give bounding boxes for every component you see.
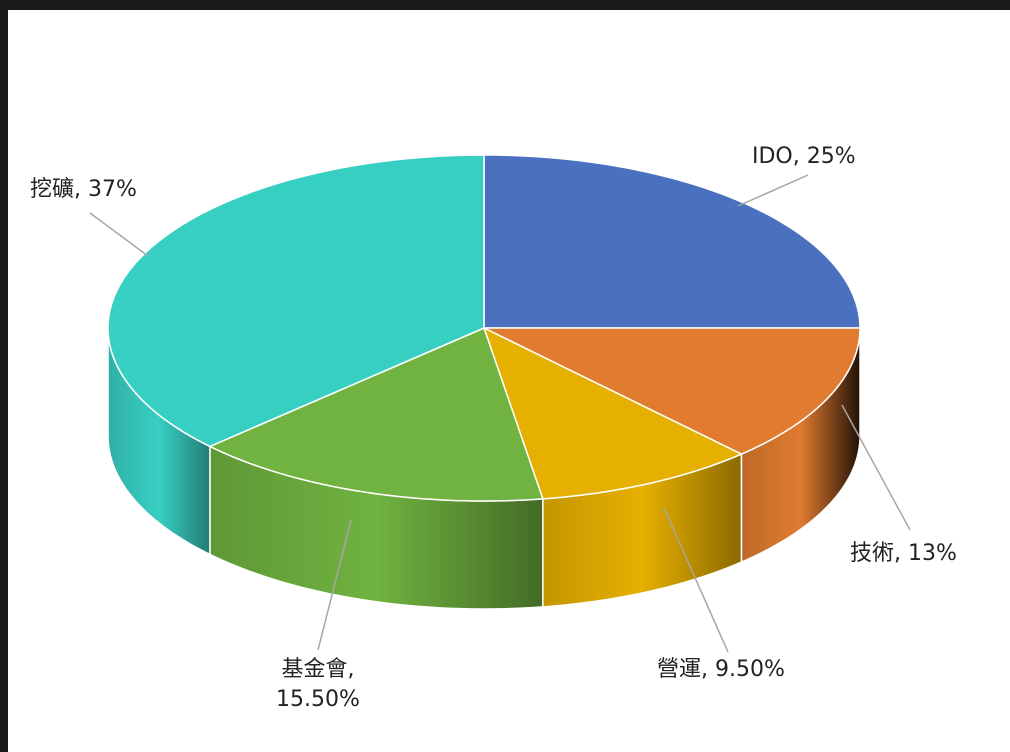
leader-line (841, 404, 911, 531)
slice (208, 326, 544, 502)
slice (482, 326, 744, 500)
data-label: 挖礦, 37% (30, 177, 137, 202)
data-label: 基金會, 15.50% (276, 657, 360, 712)
leader-line (89, 212, 149, 257)
slice (107, 154, 485, 448)
leader-line (663, 507, 729, 653)
leader-line (737, 174, 809, 207)
leader-line (317, 519, 352, 651)
data-label: 營運, 9.50% (657, 657, 785, 682)
data-label: IDO, 25% (752, 144, 856, 169)
slice (483, 327, 861, 455)
slice (483, 154, 861, 329)
data-label: 技術, 13% (850, 541, 957, 566)
